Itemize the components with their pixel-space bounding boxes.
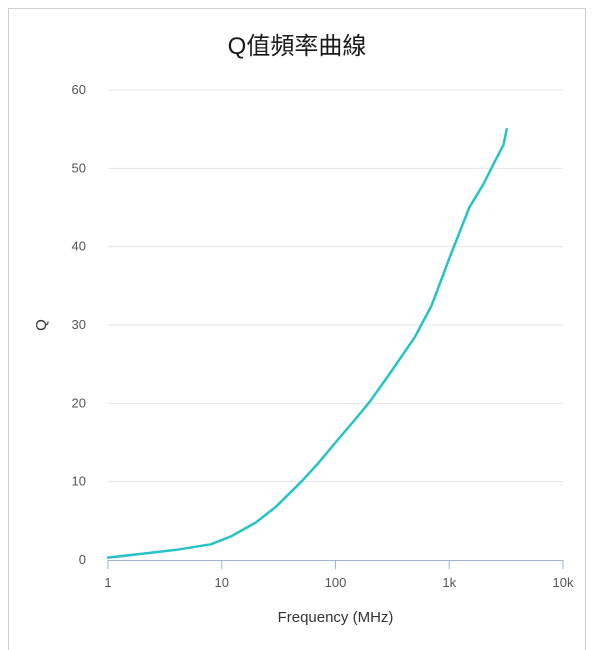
y-tick-label: 40 [72, 239, 86, 254]
x-tick-label: 10 [215, 575, 229, 590]
y-tick-label: 10 [72, 474, 86, 489]
x-tick-label: 10k [553, 575, 574, 590]
series-layer [106, 127, 508, 559]
y-tick-labels: 0 10 20 30 40 50 60 [72, 82, 86, 567]
x-axis [107, 560, 564, 569]
chart-frame [8, 8, 586, 650]
x-tick-label: 100 [325, 575, 347, 590]
y-tick-label: 0 [79, 552, 86, 567]
y-tick-label: 20 [72, 395, 86, 410]
y-tick-label: 30 [72, 317, 86, 332]
grid-lines [108, 89, 563, 483]
x-tick-labels: 1 10 100 1k 10k [104, 575, 574, 590]
chart-title: Q值頻率曲線 [227, 33, 367, 60]
x-tick-label: 1k [442, 575, 456, 590]
y-tick-label: 50 [72, 160, 86, 175]
y-tick-label: 60 [72, 82, 86, 97]
series-line [106, 127, 508, 559]
y-axis-label: Q [33, 319, 50, 331]
x-tick-label: 1 [104, 575, 111, 590]
x-axis-label: Frequency (MHz) [278, 609, 394, 626]
